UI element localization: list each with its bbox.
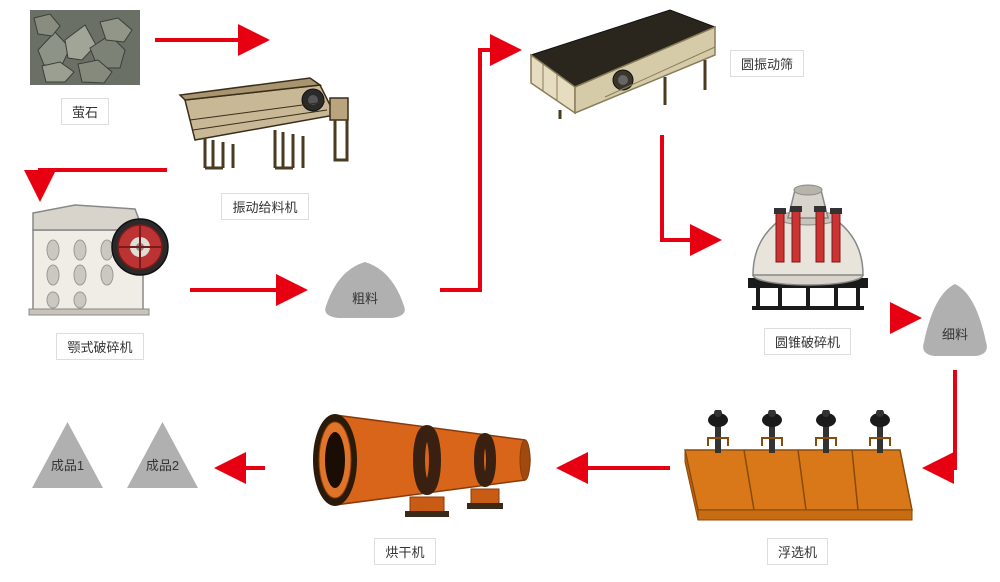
- cone-image: [730, 170, 885, 320]
- jaw-image: [25, 195, 175, 325]
- arrow-screen-cone: [662, 135, 714, 240]
- node-fine: 细料: [920, 280, 990, 358]
- node-product1: 成品1: [30, 420, 105, 490]
- product1-label: 成品1: [51, 455, 84, 474]
- node-feeder: 振动给料机: [175, 60, 355, 220]
- flotation-image: [680, 410, 915, 530]
- node-raw: 萤石: [30, 10, 140, 125]
- node-dryer: 烘干机: [275, 405, 535, 565]
- flotation-label: 浮选机: [767, 538, 828, 565]
- dryer-image: [275, 405, 535, 530]
- product2-label: 成品2: [146, 455, 179, 474]
- feeder-image: [175, 60, 355, 185]
- screen-image: [525, 5, 720, 125]
- node-cone: 圆锥破碎机: [730, 170, 885, 355]
- node-product2: 成品2: [125, 420, 200, 490]
- cone-label: 圆锥破碎机: [764, 328, 851, 355]
- node-screen: 圆振动筛: [525, 5, 804, 125]
- dryer-label: 烘干机: [374, 538, 435, 565]
- node-jaw: 颚式破碎机: [25, 195, 175, 360]
- arrow-fine-flotation: [930, 370, 955, 468]
- arrow-feeder-jaw: [40, 170, 167, 194]
- node-coarse: 粗料: [320, 258, 410, 320]
- node-flotation: 浮选机: [680, 410, 915, 565]
- arrow-coarse-screen: [440, 50, 514, 290]
- fine-label: 细料: [942, 324, 968, 343]
- feeder-label: 振动给料机: [221, 193, 308, 220]
- raw-label: 萤石: [61, 98, 109, 125]
- screen-label: 圆振动筛: [730, 50, 804, 77]
- raw-image: [30, 10, 140, 90]
- jaw-label: 颚式破碎机: [56, 333, 143, 360]
- coarse-label: 粗料: [352, 288, 378, 307]
